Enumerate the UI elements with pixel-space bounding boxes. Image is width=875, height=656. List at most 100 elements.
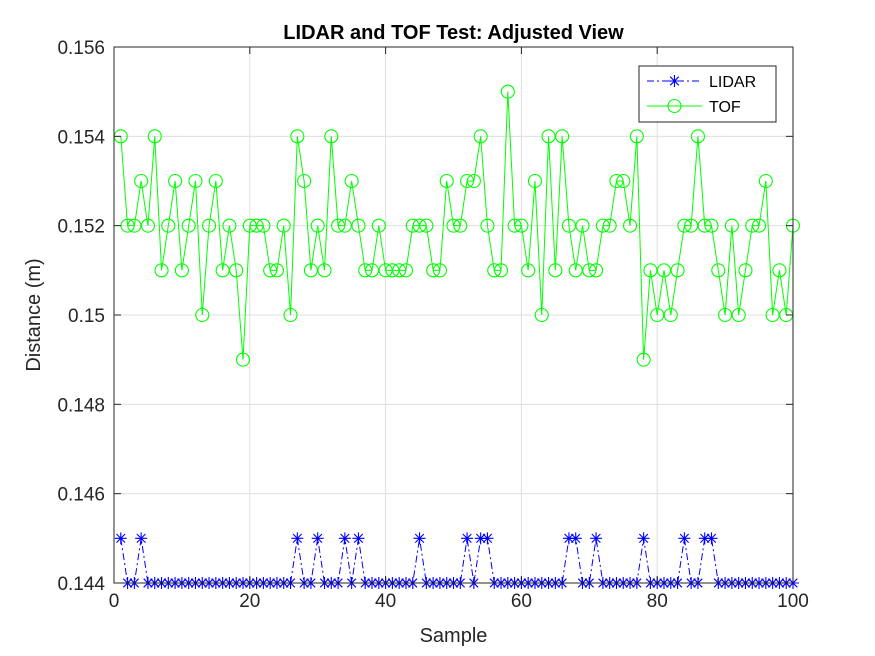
data-point-tof [269,263,285,278]
data-point-tof [290,129,305,144]
data-point-tof [310,218,325,233]
data-point-tof [283,307,298,323]
data-point-tof [371,218,386,233]
data-point-lidar [474,532,487,545]
data-point-tof [426,263,441,278]
legend-item-lidar: LIDAR [647,74,756,91]
data-point-tof [344,173,359,189]
series-line-tof [120,91,794,360]
data-point-tof [358,263,373,278]
data-point-tof [222,218,237,233]
data-point-tof [718,307,733,323]
plot-area: 0 20 40 60 80 100 0.144 0.146 0.148 0.15 0.152 0.15… [57,38,808,612]
data-point-tof [697,218,712,233]
data-point-lidar [135,532,148,545]
y-tick-label: 0.148 [57,395,105,416]
data-point-tof [555,129,570,144]
legend: LIDAR TOF [638,65,777,123]
data-point-tof [127,218,142,233]
data-point-tof [561,218,576,233]
data-point-tof [534,307,549,323]
data-point-tof [629,129,644,144]
data-point-lidar [481,532,494,545]
data-point-tof [765,307,780,323]
data-point-tof [582,263,597,278]
data-point-tof [208,173,223,189]
data-point-tof [500,84,515,99]
data-point-tof [480,218,495,233]
legend-label-tof: TOF [709,99,741,116]
data-point-tof [331,218,346,233]
data-point-lidar [291,532,304,545]
data-point-tof [684,218,699,233]
data-point-tof [690,129,705,144]
data-point-tof [670,263,685,278]
data-point-tof [473,129,488,144]
data-point-tof [636,352,651,367]
data-point-tof [174,263,189,278]
data-point-tof [256,218,271,233]
y-tick-label: 0.156 [57,38,105,59]
data-point-tof [249,218,264,233]
data-point-tof [466,173,481,189]
y-tick-label: 0.15 [68,306,105,327]
data-point-tof [263,263,278,278]
data-point-lidar [461,532,474,545]
data-point-tof [398,263,414,278]
data-point-tof [324,129,339,144]
x-tick-label: 40 [375,591,396,612]
data-point-tof [568,263,583,278]
data-point-tof [527,173,543,189]
chart-title: LIDAR and TOF Test: Adjusted View [283,22,624,44]
data-point-lidar [678,532,691,545]
data-point-lidar [698,532,711,545]
data-point-lidar [311,532,324,545]
data-point-lidar [590,532,603,545]
data-point-tof [643,263,658,278]
data-point-tof [453,218,468,233]
data-point-lidar [352,532,365,545]
data-point-tof [161,218,176,233]
data-point-tof [147,129,162,144]
data-point-tof [507,218,522,233]
legend-items: LIDAR TOF [647,74,756,116]
y-tick-label: 0.146 [57,485,105,506]
data-point-tof [419,218,434,233]
axes: 0 20 40 60 80 100 0.144 0.146 0.148 0.15 0.152 0.15… [57,38,808,612]
data-point-lidar [637,532,650,545]
data-point-tof [385,263,400,278]
data-point-tof [351,218,366,233]
data-point-tof [493,263,509,278]
data-point-tof [622,218,638,233]
data-point-tof [745,218,760,233]
data-point-tof [656,263,672,278]
x-tick-label: 80 [647,591,668,612]
data-point-tof [134,173,149,189]
legend-marker-tof [667,98,682,114]
data-point-tof [663,307,678,323]
data-point-tof [521,263,536,278]
data-point-tof [215,263,230,278]
data-point-tof [432,263,447,278]
data-point-tof [337,218,352,233]
data-point-tof [242,218,257,233]
data-point-tof [460,173,475,189]
data-point-tof [202,218,217,233]
data-point-tof [650,307,665,323]
data-point-tof [616,173,631,189]
data-point-tof [704,218,719,233]
data-point-tof [392,263,407,278]
data-point-tof [276,218,291,233]
data-point-tof [487,263,502,278]
x-axis-label: Sample [420,625,488,647]
legend-box [638,65,777,123]
data-point-tof [602,218,617,233]
y-axis-label: Distance (m) [23,258,45,371]
data-point-tof [751,218,767,233]
data-point-tof [595,218,610,233]
y-tick-label: 0.154 [57,127,105,148]
data-point-tof [575,218,590,233]
data-point-tof [229,263,244,278]
data-point-tof [120,218,135,233]
